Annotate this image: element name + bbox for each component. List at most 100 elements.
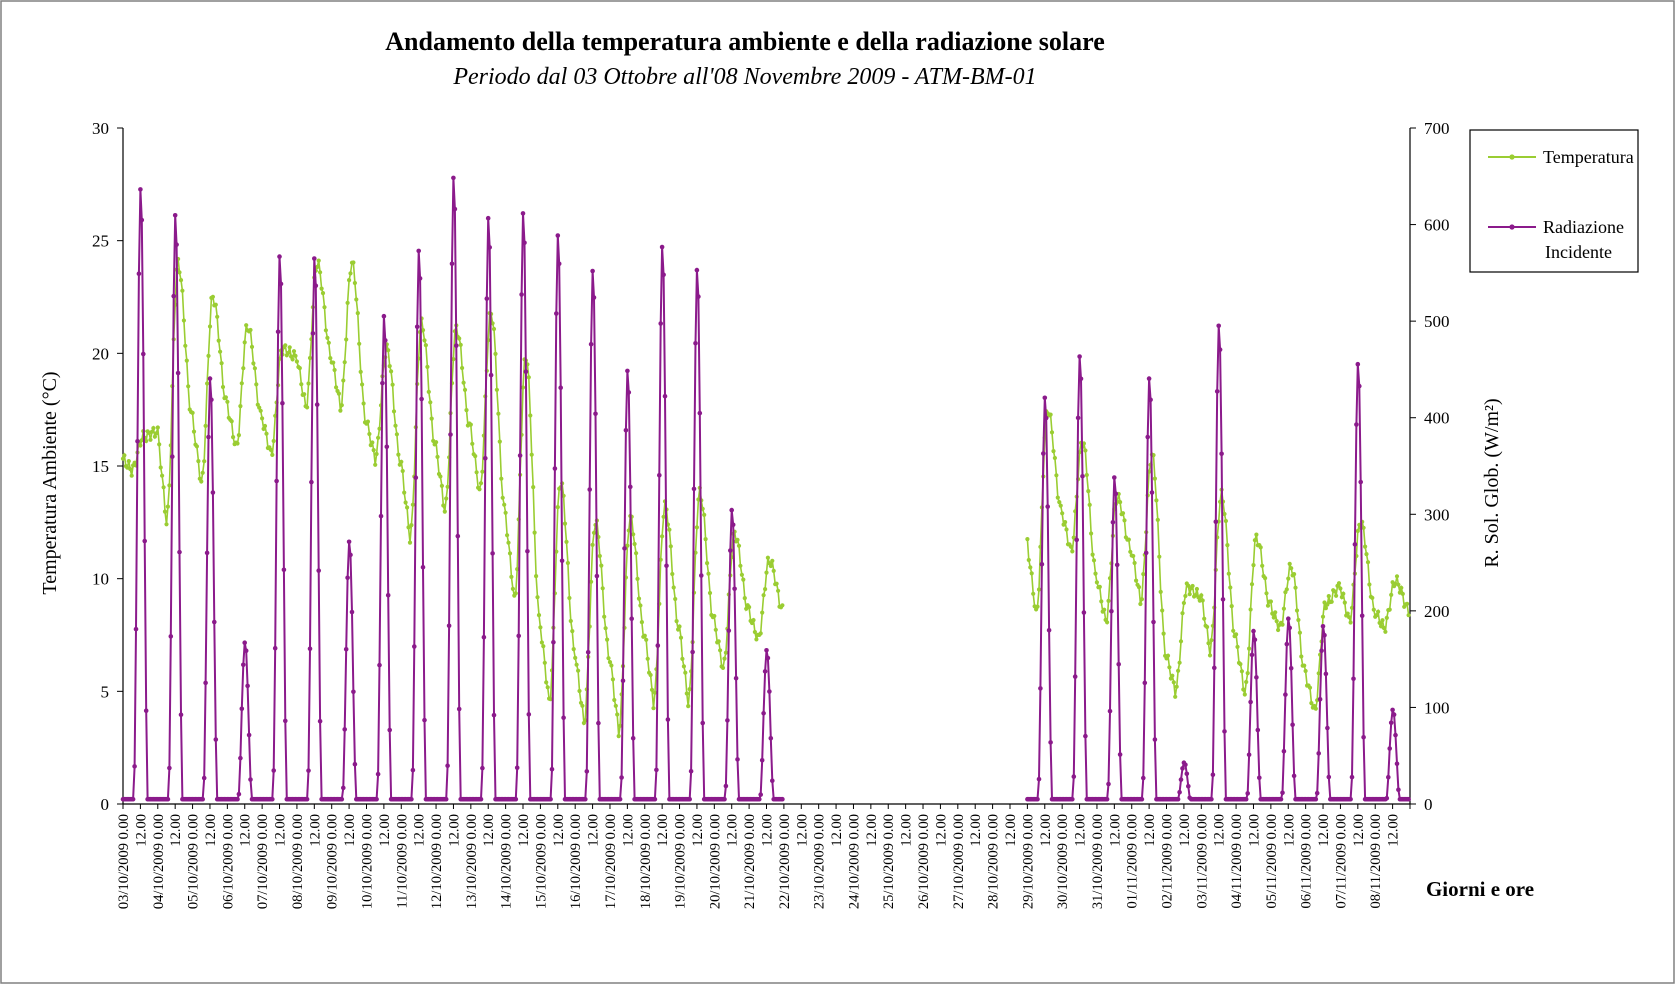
radiation-point [729,507,734,513]
radiation-point [207,376,213,381]
temperature-point [293,353,298,358]
temperature-point [400,468,405,474]
radiation-point [1151,619,1156,625]
temperature-point [1334,593,1339,598]
radiation-point [516,633,521,639]
radiation-point [243,648,249,653]
radiation-point [1255,727,1261,733]
radiation-point [768,736,774,741]
radiation-point [143,708,149,713]
temperature-point [215,314,220,319]
radiation-point [1110,520,1116,525]
temperature-point [702,512,707,518]
radiation-point [687,796,692,802]
x-tick-label: 12.00 [168,814,184,847]
temperature-point [1178,639,1184,644]
temperature-point [1226,571,1231,576]
radiation-point [1348,796,1353,802]
temperature-point [219,361,224,366]
radiation-point [1216,323,1221,329]
y-right-tick-label: 200 [1424,602,1450,621]
radiation-point [1386,774,1391,780]
temperature-point [770,558,775,563]
radiation-point [1183,762,1188,768]
temperature-point [223,395,228,400]
radiation-point [694,267,700,273]
temperature-point [1294,608,1300,613]
radiation-point [491,712,497,718]
temperature-point [1342,600,1347,605]
radiation-point [383,338,388,343]
temperature-point [318,270,323,275]
temperature-point [287,345,292,350]
temperature-point [1122,518,1127,523]
radiation-point [520,211,526,216]
temperature-point [574,662,579,667]
temperature-point [652,690,658,695]
temperature-point [602,614,607,619]
temperature-point [1055,495,1060,500]
radiation-point [691,486,697,492]
temperature-point [1094,580,1099,585]
temperature-point [1087,502,1092,507]
temperature-point [610,677,616,682]
temperature-point [426,389,431,394]
radiation-point [478,796,484,802]
temperature-point [1320,614,1326,619]
temperature-point [1222,511,1227,517]
temperature-point [376,435,381,440]
temperature-point [496,411,501,416]
temperature-point [160,473,165,478]
radiation-point [1222,729,1227,734]
temperature-point [186,384,191,389]
x-tick-label: 22/10/2009 0.00 [777,814,793,909]
temperature-point [1309,701,1314,706]
temperature-point [191,429,197,434]
temperature-point [164,522,169,527]
temperature-point [242,340,247,345]
y-left-tick-label: 20 [92,344,109,363]
x-tick-label: 12.00 [203,814,219,847]
temperature-point [373,462,378,467]
radiation-point [659,244,665,250]
temperature-point [1376,609,1381,614]
temperature-point [510,586,515,592]
temperature-point [609,663,614,668]
temperature-point [670,571,675,577]
temperature-point [387,364,392,369]
radiation-point [1284,641,1290,647]
temperature-point [739,572,745,577]
temperature-point [658,557,663,562]
radiation-point [449,261,455,267]
temperature-point [1196,595,1201,600]
temperature-point [1289,566,1294,571]
temperature-point [403,500,408,505]
radiation-point [626,390,632,395]
radiation-point [730,522,736,528]
x-tick-label: 25/10/2009 0.00 [881,814,897,909]
x-tick-label: 12.00 [1281,814,1297,847]
y-left-tick-label: 10 [92,570,109,589]
radiation-point [654,767,659,773]
radiation-point [1326,774,1332,780]
temperature-point [736,543,742,548]
temperature-point [1048,412,1053,417]
temperature-point [1258,545,1263,550]
temperature-point [244,323,249,328]
temperature-point [377,426,382,431]
temperature-point [1252,538,1257,543]
radiation-point [1039,562,1045,567]
radiation-point [761,711,766,716]
temperature-point [1090,552,1095,557]
radiation-point [309,479,314,485]
temperature-point [660,534,665,539]
temperature-point [1399,585,1404,590]
x-tick-label: 05/11/2009 0.00 [1264,814,1280,909]
radiation-point [759,758,765,763]
temperature-point [580,703,585,708]
temperature-point [1341,591,1346,596]
radiation-point [1349,774,1355,780]
temperature-point [148,437,153,442]
temperature-point [1348,620,1353,625]
